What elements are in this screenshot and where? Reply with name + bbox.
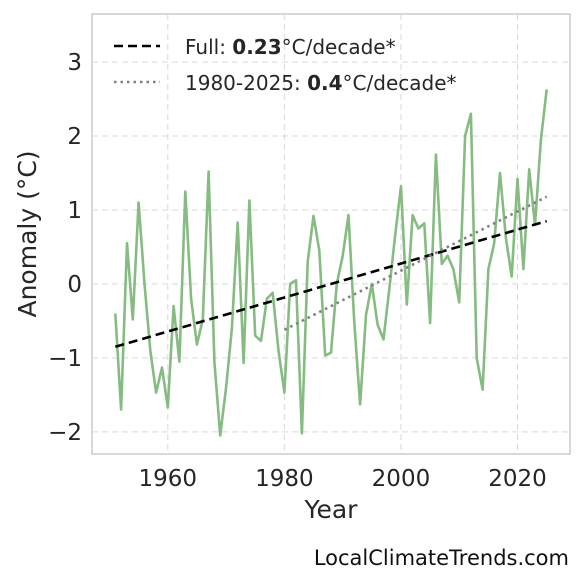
site-credit: LocalClimateTrends.com (313, 546, 569, 570)
x-tick-label: 2000 (372, 466, 431, 492)
x-axis-label: Year (304, 495, 359, 524)
anomaly-series-line (114, 89, 548, 437)
y-axis-label: Anomaly (°C) (13, 150, 42, 317)
plot-area (91, 13, 571, 455)
x-tick-label: 1960 (139, 466, 198, 492)
y-tick-label: 0 (67, 272, 82, 298)
y-tick-label: 1 (67, 198, 82, 224)
y-tick-label: −1 (48, 346, 82, 372)
y-tick-label: 3 (67, 50, 82, 76)
y-tick-label: −2 (48, 420, 82, 446)
x-tick-label: 2020 (488, 466, 547, 492)
legend-label-1980-2025: 1980-2025: 0.4°C/decade* (185, 71, 457, 95)
series-layer (114, 89, 548, 437)
x-axis-ticks: 1960 1980 2000 2020 (139, 466, 547, 492)
y-axis-ticks: −2 −1 0 1 2 3 (48, 50, 82, 446)
legend-label-full: Full: 0.23°C/decade* (185, 35, 396, 59)
grid (92, 14, 570, 454)
legend: Full: 0.23°C/decade* 1980-2025: 0.4°C/de… (114, 35, 457, 95)
trend-line-full (114, 219, 548, 349)
y-tick-label: 2 (67, 124, 82, 150)
x-tick-label: 1980 (255, 466, 314, 492)
